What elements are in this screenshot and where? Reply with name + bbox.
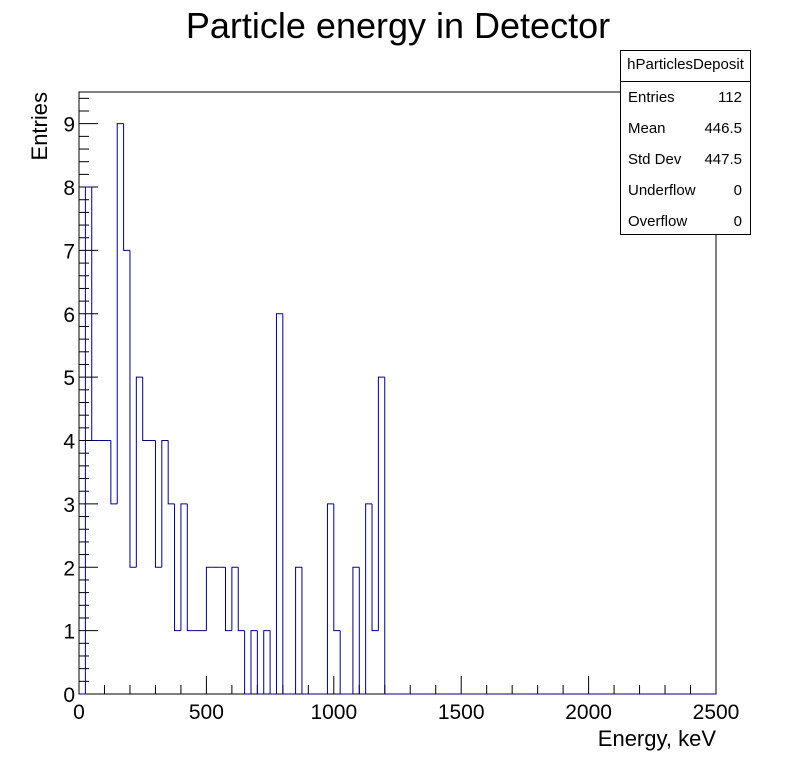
stats-value: 0	[733, 182, 742, 199]
histogram-bin	[282, 313, 290, 695]
histogram-bin	[231, 566, 239, 631]
stats-row-underflow: Underflow 0	[621, 175, 750, 206]
histogram-bin	[116, 123, 124, 504]
stats-value: 446.5	[704, 120, 742, 137]
y-tick-label: 9	[63, 114, 75, 137]
x-axis-label: Energy, keV	[598, 726, 717, 751]
x-tick-label: 0	[73, 701, 85, 724]
stats-label: Entries	[628, 89, 675, 106]
histogram-bin	[263, 630, 271, 694]
histogram-bin	[358, 567, 366, 695]
histogram-bin	[326, 503, 334, 694]
histogram-bin	[123, 123, 130, 251]
stats-value: 447.5	[704, 151, 742, 168]
y-tick-label: 4	[63, 431, 75, 454]
histogram-bin	[154, 440, 162, 568]
stats-label: Underflow	[628, 182, 696, 199]
y-tick-label: 7	[63, 240, 75, 263]
histogram-bin	[161, 440, 169, 568]
x-tick-label: 2500	[693, 701, 740, 724]
histogram-bin	[142, 377, 150, 442]
histogram-bin	[225, 567, 232, 632]
histogram-bin	[339, 630, 347, 695]
y-tick-label: 3	[63, 494, 75, 517]
histogram-bin	[333, 503, 341, 632]
tick-labels: 0 500 1000 1500 2000 2500 0 1 2 3 4 5 6 7 8 9	[63, 114, 739, 724]
histogram-bin	[205, 566, 213, 631]
stats-row-overflow: Overflow 0	[621, 206, 750, 237]
histogram-bin	[84, 186, 92, 694]
stats-label: Mean	[628, 120, 666, 137]
stats-label: Overflow	[628, 213, 688, 230]
y-tick-label: 0	[63, 684, 75, 707]
histogram-bin	[180, 503, 188, 631]
stats-row-entries: Entries 112	[621, 82, 750, 113]
y-tick-label: 6	[63, 304, 75, 327]
histogram-bin	[365, 503, 373, 694]
histogram-bin	[186, 503, 194, 632]
chart-title: Particle energy in Detector	[186, 5, 610, 46]
y-axis-label: Entries	[27, 92, 52, 160]
statistics-box: hParticlesDeposit Entries 112 Mean 446.5…	[620, 50, 751, 235]
y-tick-label: 5	[63, 367, 75, 390]
histogram-bin	[237, 567, 245, 632]
histogram-bin	[301, 567, 309, 695]
histogram-bin	[384, 377, 392, 695]
histogram-bin	[275, 313, 283, 694]
stats-value: 0	[733, 213, 742, 230]
y-tick-label: 1	[63, 621, 75, 644]
histogram-bin	[371, 503, 379, 632]
histogram-bin	[377, 376, 385, 631]
histogram-bin	[174, 503, 181, 632]
y-tick-label: 2	[63, 557, 75, 580]
histogram-bin	[167, 440, 175, 505]
histogram-bin	[295, 566, 302, 694]
stats-title: hParticlesDeposit	[621, 51, 750, 82]
histogram-bin	[256, 630, 264, 695]
histogram-bin	[91, 187, 99, 442]
y-tick-label: 8	[63, 177, 75, 200]
stats-row-stddev: Std Dev 447.5	[621, 144, 750, 175]
histogram-bin	[352, 566, 360, 694]
stats-value: 112	[718, 89, 742, 106]
histogram-bin	[244, 630, 251, 695]
x-tick-label: 500	[189, 701, 224, 724]
stats-label: Std Dev	[628, 151, 682, 168]
histogram-bin	[129, 250, 137, 568]
x-tick-label: 1500	[438, 701, 485, 724]
stats-row-mean: Mean 446.5	[621, 113, 750, 144]
histogram-series	[79, 123, 716, 695]
histogram-bin	[269, 630, 277, 695]
histogram-bin	[135, 376, 143, 568]
x-tick-label: 2000	[565, 701, 612, 724]
histogram-bin	[250, 630, 258, 694]
x-tick-label: 1000	[310, 701, 357, 724]
histogram-bin	[110, 440, 118, 505]
